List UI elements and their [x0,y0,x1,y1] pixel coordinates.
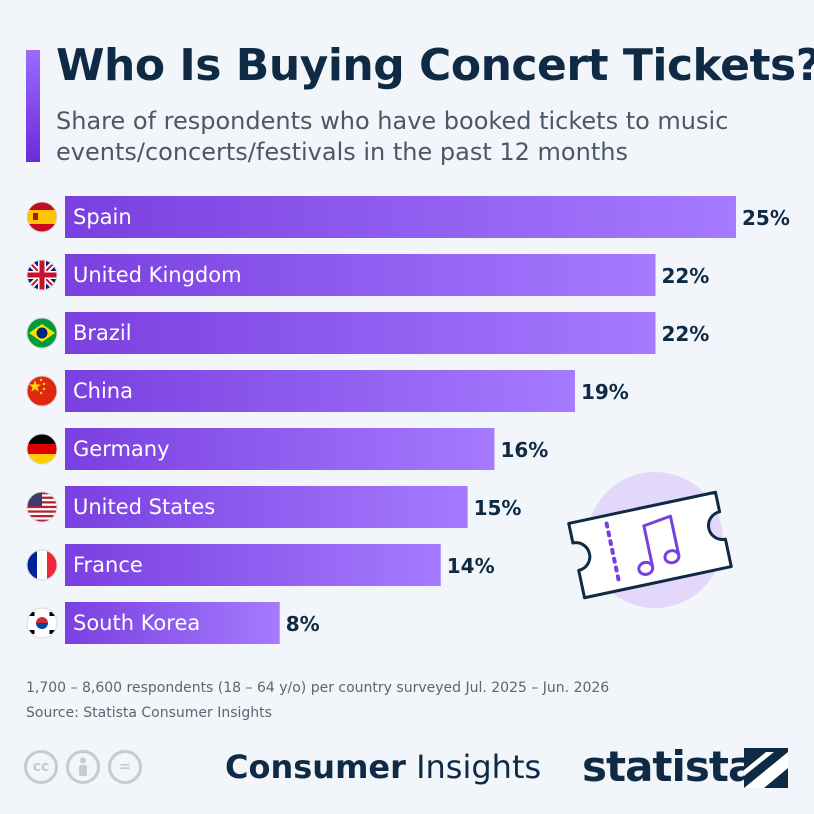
survey-note: 1,700 – 8,600 respondents (18 – 64 y/o) … [26,680,610,696]
concert-ticket-music-note-icon [567,472,733,608]
bar-value-label: 22% [661,264,709,288]
bar-value-label: 16% [500,438,548,462]
bar [65,196,736,238]
bar-category-label: China [73,379,133,403]
bar-value-label: 14% [447,554,495,578]
bar-row: France 14% [26,544,495,586]
statista-logo-mark-icon [744,748,788,788]
bar-row: United Kingdom 22% [26,254,709,296]
bar [65,602,280,644]
usa-flag-icon [26,491,58,523]
bar-category-label: South Korea [73,611,200,635]
bar [65,486,468,528]
bar-value-label: 19% [581,380,629,404]
brazil-flag-icon [26,317,58,349]
germany-flag-icon [26,433,58,465]
bar-row: Germany 16% [26,428,548,470]
creative-commons-icon[interactable]: cc [24,750,58,784]
bar-row: South Korea 8% [26,602,320,644]
page-title: Who Is Buying Concert Tickets? [56,40,814,91]
bar-category-label: Brazil [73,321,132,345]
bar [65,544,441,586]
south-korea-flag-icon [26,607,58,639]
bar-row: United States 15% [26,486,522,528]
bar-value-label: 25% [742,206,790,230]
title-accent-bar [26,50,40,162]
france-flag-icon [26,549,58,581]
bar-value-label: 22% [661,322,709,346]
bar [65,428,495,470]
bar [65,312,656,354]
bar-row: China 19% [26,370,629,412]
bar-category-label: United States [73,495,215,519]
bar-category-label: Spain [73,205,132,229]
license-icons: cc = [24,750,142,784]
bar-row: Spain 25% [26,196,790,238]
spain-flag-icon [26,201,58,233]
bar [65,254,656,296]
china-flag-icon [26,375,58,407]
bar [65,370,575,412]
no-derivatives-icon[interactable]: = [108,750,142,784]
bar-category-label: Germany [73,437,170,461]
bar-category-label: United Kingdom [73,263,242,287]
bar-value-label: 15% [474,496,522,520]
page-subtitle: Share of respondents who have booked tic… [56,107,729,166]
bar-row: Brazil 22% [26,312,709,354]
consumer-insights-brand: Consumer Insights [225,748,542,786]
statista-logo[interactable]: statista [582,742,756,791]
bar-value-label: 8% [286,612,320,636]
source-note: Source: Statista Consumer Insights [26,705,272,721]
attribution-icon[interactable] [66,750,100,784]
uk-flag-icon [26,259,58,291]
bar-category-label: France [73,553,143,577]
